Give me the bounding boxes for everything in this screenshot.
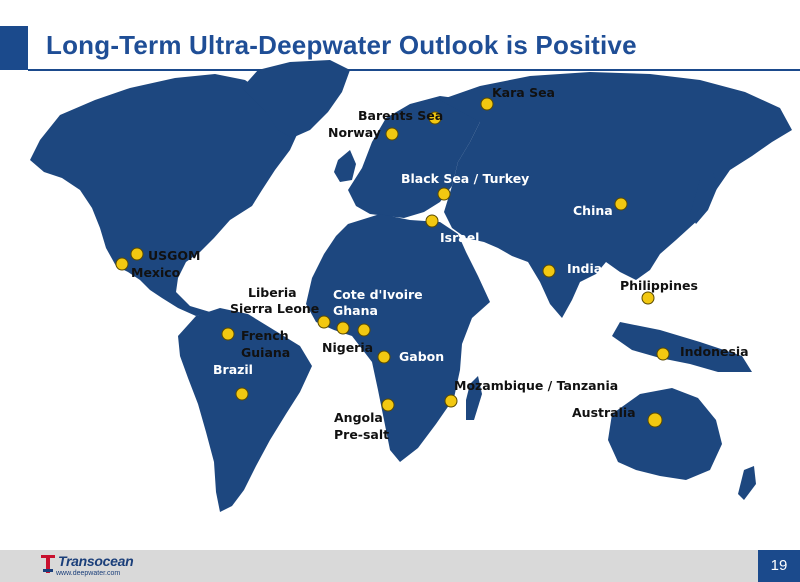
north-america-landmass [30, 74, 300, 316]
africa-landmass [306, 214, 490, 462]
label-india: India [567, 261, 602, 276]
marker-mozambique-tanzania[interactable] [444, 394, 458, 408]
asia-landmass [440, 72, 792, 318]
transocean-logo[interactable]: Transocean www.deepwater.com [40, 552, 140, 580]
japan-landmass [690, 170, 718, 224]
marker-israel[interactable] [425, 214, 439, 228]
label-mexico: Mexico [131, 265, 181, 280]
marker-indonesia[interactable] [656, 347, 670, 361]
europe-landmass [348, 96, 480, 218]
label-cote-divoire: Cote d'Ivoire [333, 287, 423, 302]
new-zealand-landmass [738, 466, 756, 500]
label-mozambique-tanzania: Mozambique / Tanzania [454, 378, 618, 393]
slide-title: Long-Term Ultra-Deepwater Outlook is Pos… [46, 30, 637, 60]
british-isles-landmass [334, 150, 356, 182]
marker-cote-divoire[interactable] [336, 321, 350, 335]
marker-philippines[interactable] [641, 291, 655, 305]
label-french: French [241, 328, 289, 343]
marker-gabon[interactable] [377, 350, 391, 364]
marker-kara-sea[interactable] [480, 97, 494, 111]
marker-china[interactable] [614, 197, 628, 211]
south-america-landmass [178, 308, 312, 512]
label-usgom: USGOM [148, 248, 200, 263]
label-philippines: Philippines [620, 278, 698, 293]
transocean-logo-icon [41, 555, 55, 573]
location-labels: Kara Sea Barents Sea Norway Black Sea / … [131, 85, 749, 442]
label-nigeria: Nigeria [322, 340, 373, 355]
label-australia: Australia [572, 405, 636, 420]
marker-barents-sea[interactable] [428, 111, 442, 125]
greenland-landmass [242, 60, 350, 138]
label-angola: Angola [334, 410, 383, 425]
label-guiana: Guiana [241, 345, 290, 360]
southeast-asia-islands [612, 322, 752, 372]
marker-french-guiana[interactable] [221, 327, 235, 341]
marker-ghana[interactable] [357, 323, 371, 337]
label-indonesia: Indonesia [680, 344, 749, 359]
label-norway: Norway [328, 125, 381, 140]
location-markers [115, 97, 670, 428]
footer-bar [0, 550, 800, 582]
marker-angola[interactable] [381, 398, 395, 412]
madagascar-landmass [466, 376, 482, 420]
continents [30, 60, 792, 512]
label-barents-sea: Barents Sea [358, 108, 443, 123]
logo-text: Transocean [58, 553, 134, 569]
label-brazil: Brazil [213, 362, 253, 377]
title-underline [28, 69, 800, 71]
marker-mexico[interactable] [115, 257, 129, 271]
label-china: China [573, 203, 613, 218]
label-gabon: Gabon [399, 349, 444, 364]
marker-liberia-sierra-leone[interactable] [317, 315, 331, 329]
label-israel: Israel [440, 230, 479, 245]
australia-landmass [608, 388, 722, 480]
website-url[interactable]: www.deepwater.com [56, 570, 121, 577]
page-number: 19 [758, 550, 800, 582]
label-pre-salt: Pre-salt [334, 427, 389, 442]
label-black-sea-turkey: Black Sea / Turkey [401, 171, 529, 186]
label-liberia: Liberia [248, 285, 297, 300]
marker-brazil[interactable] [235, 387, 249, 401]
marker-india[interactable] [542, 264, 556, 278]
marker-norway[interactable] [385, 127, 399, 141]
title-accent-bar [0, 26, 28, 70]
label-ghana: Ghana [333, 303, 378, 318]
world-map: Kara Sea Barents Sea Norway Black Sea / … [30, 60, 792, 512]
marker-usgom[interactable] [130, 247, 144, 261]
label-kara-sea: Kara Sea [492, 85, 555, 100]
marker-black-sea-turkey[interactable] [437, 187, 451, 201]
label-sierra-leone: Sierra Leone [230, 301, 319, 316]
marker-australia[interactable] [647, 412, 663, 428]
